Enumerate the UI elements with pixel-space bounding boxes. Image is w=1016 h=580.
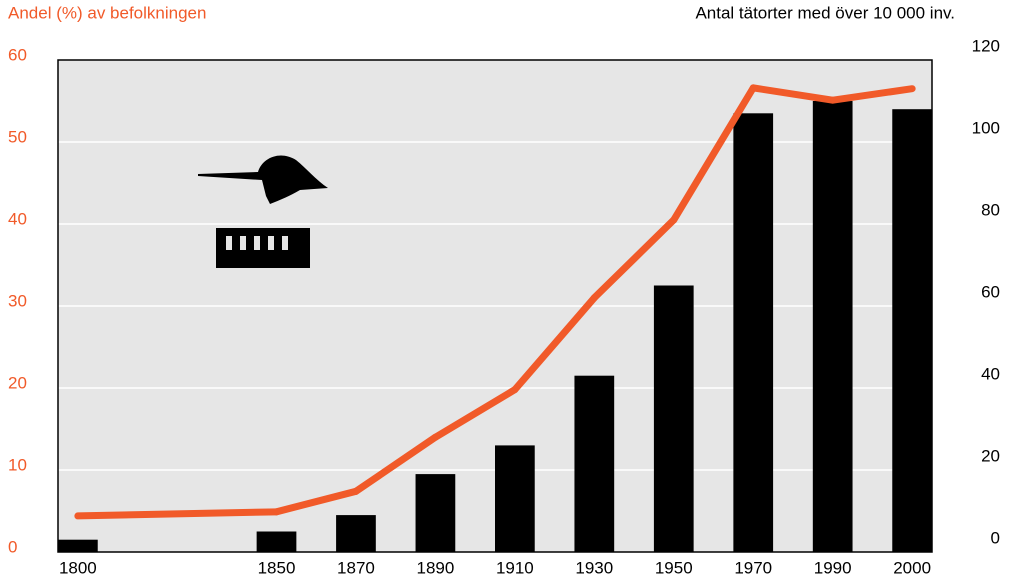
line-segment [352,433,439,495]
bar [653,285,694,552]
y2-tick-label: 40 [981,364,1000,383]
y2-tick-label: 60 [981,282,1000,301]
x-tick-label: 1930 [575,558,613,577]
x-tick-label: 1870 [337,558,375,577]
line-segment [273,487,360,516]
y-tick-label: 60 [8,45,27,64]
x-tick-label: 1990 [814,558,852,577]
marks [58,84,932,553]
bar [574,375,615,552]
line-segment [590,216,678,302]
line-segment [670,84,757,224]
y2-tick-label: 0 [991,528,1000,547]
x-tick-label: 1890 [416,558,454,577]
bar [812,101,853,552]
bar [415,474,456,552]
y2-tick-label: 80 [981,200,1000,219]
y2-tick-label: 20 [981,446,1000,465]
logo [198,155,328,268]
plot-border [57,59,933,553]
bar [495,445,535,552]
grid [58,141,932,471]
x-tick-label: 1950 [655,558,693,577]
y-tick-label: 0 [8,537,17,556]
y-tick-label: 20 [8,373,27,392]
line-segment [829,85,916,104]
line-segment [74,508,280,520]
bar [892,109,932,552]
y-tick-label: 10 [8,455,27,474]
line-segment [431,386,519,441]
y-tick-label: 40 [8,209,27,228]
bar [58,539,98,552]
line-segment [749,84,837,104]
right-axis-title: Antal tätorter med över 10 000 inv. [695,3,955,22]
bar [336,515,376,552]
y2-tick-label: 120 [972,36,1000,55]
bar [733,113,774,553]
x-tick-label: 1800 [59,558,97,577]
x-tick-label: 2000 [893,558,931,577]
x-tick-label: 1910 [496,558,534,577]
x-tick-label: 1970 [734,558,772,577]
y-tick-label: 50 [8,127,27,146]
left-axis-title: Andel (%) av befolkningen [8,3,206,22]
x-tick-label: 1850 [258,558,296,577]
y-tick-label: 30 [8,291,27,310]
line-segment [511,294,598,394]
bar [256,531,297,552]
y2-tick-label: 100 [972,118,1000,137]
